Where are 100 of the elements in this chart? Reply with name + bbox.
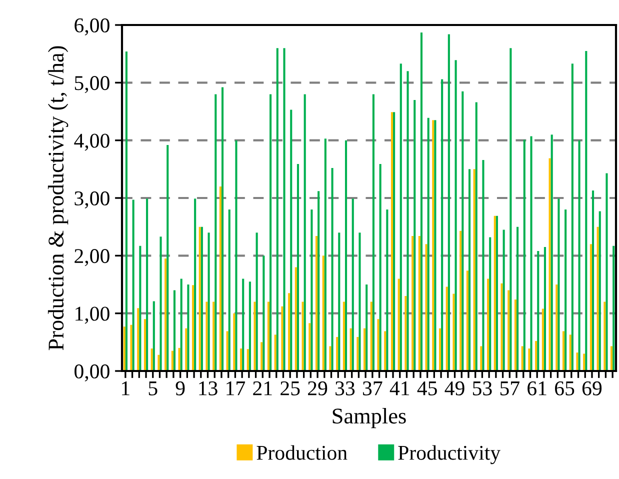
- bar: [398, 278, 400, 371]
- x-tick-label: 49: [444, 381, 464, 396]
- bar: [139, 246, 142, 371]
- x-tick-label: 1: [122, 381, 130, 396]
- bar: [123, 326, 126, 371]
- bar: [256, 232, 258, 371]
- bar: [324, 138, 326, 371]
- bar: [604, 302, 606, 371]
- bar: [454, 60, 457, 371]
- x-tick-label: 5: [148, 382, 158, 396]
- bar: [404, 296, 407, 371]
- bar: [338, 232, 340, 371]
- bar: [400, 64, 402, 371]
- bar: [530, 136, 532, 371]
- bar: [562, 331, 565, 371]
- bar: [352, 198, 354, 371]
- bar: [558, 198, 560, 371]
- bar: [510, 48, 512, 371]
- bar: [480, 346, 482, 371]
- x-axis-title: Samples: [332, 408, 406, 428]
- y-axis-title: Production & productivity (t, t/ha): [48, 46, 68, 350]
- bar: [242, 278, 244, 371]
- y-tick-label: 0,00: [74, 364, 110, 382]
- bar: [288, 293, 290, 371]
- bar: [569, 334, 572, 371]
- bar: [173, 290, 176, 371]
- bar: [393, 112, 396, 371]
- bar: [158, 354, 160, 371]
- bar: [331, 168, 334, 371]
- bar: [544, 247, 546, 371]
- bar: [281, 306, 284, 371]
- x-tick-label: 21: [253, 381, 272, 396]
- bar: [535, 341, 538, 371]
- bar: [372, 94, 374, 371]
- bar: [556, 284, 558, 371]
- bar: [576, 352, 578, 371]
- bar: [610, 346, 613, 371]
- x-tick-label: 45: [417, 381, 437, 396]
- bar: [418, 236, 420, 371]
- bar: [240, 348, 242, 371]
- bar: [260, 342, 263, 371]
- bar: [482, 160, 484, 371]
- bar: [489, 237, 492, 371]
- bar: [523, 140, 526, 371]
- bar: [283, 48, 286, 371]
- bar: [233, 313, 236, 371]
- bar: [441, 79, 444, 371]
- bar: [462, 91, 464, 371]
- bar: [502, 230, 505, 371]
- bar: [130, 324, 132, 371]
- bar: [214, 94, 217, 371]
- bar: [235, 140, 238, 371]
- bar: [144, 319, 146, 371]
- x-tick-label: 13: [199, 381, 218, 396]
- bar: [185, 328, 188, 371]
- bar: [386, 210, 388, 371]
- y-tick-label: 1,00: [76, 306, 110, 324]
- bar: [318, 191, 320, 371]
- bar: [460, 230, 462, 371]
- bar: [304, 94, 306, 371]
- bar: [414, 100, 416, 371]
- bar: [221, 87, 224, 371]
- bar: [583, 354, 586, 371]
- bar: [246, 349, 249, 371]
- x-tick-label: 25: [280, 381, 300, 396]
- bar: [598, 211, 601, 371]
- bar: [452, 294, 455, 371]
- bar: [125, 52, 128, 371]
- bar: [542, 308, 544, 371]
- bar: [219, 186, 222, 371]
- bar: [448, 34, 450, 371]
- bar: [358, 232, 361, 371]
- bar: [420, 32, 423, 371]
- bar: [248, 282, 251, 371]
- x-tick-label: 9: [176, 381, 185, 396]
- bar: [344, 140, 348, 371]
- bar: [276, 48, 278, 371]
- bar: [329, 346, 332, 371]
- bar: [150, 348, 153, 371]
- bar: [379, 164, 382, 371]
- bar: [146, 198, 148, 371]
- bar: [585, 50, 588, 371]
- bar: [212, 302, 215, 371]
- bar: [438, 328, 442, 371]
- bar: [500, 283, 503, 371]
- x-tick-label: 53: [473, 381, 492, 396]
- y-tick-label: 4,00: [74, 134, 110, 151]
- x-tick-label: 61: [528, 381, 546, 396]
- bar: [446, 286, 448, 371]
- x-tick-label: 57: [500, 382, 520, 396]
- bar: [206, 302, 208, 371]
- bar: [262, 256, 265, 371]
- bar: [516, 226, 519, 371]
- bar: [468, 169, 471, 371]
- bar: [412, 236, 414, 371]
- bar: [548, 158, 551, 371]
- x-tick-label: 33: [336, 381, 355, 396]
- bar: [178, 348, 180, 371]
- bar: [514, 299, 517, 371]
- bar: [294, 267, 297, 371]
